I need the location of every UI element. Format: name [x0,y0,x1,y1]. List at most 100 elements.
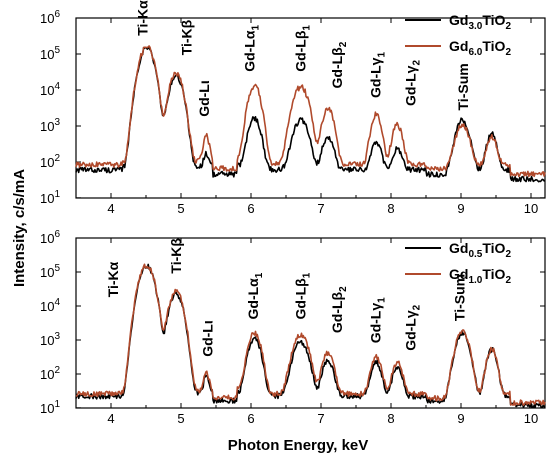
peak-label-text: Gd-L [403,73,419,106]
bottom-panel: 4 5 6 7 8 9 10101102103104105106Gd0.5TiO2Gd1.0… [40,229,546,426]
peak-label-greek: α [134,0,150,9]
y-tick-exponent: 4 [54,81,60,92]
peak-label: Gd-Lβ1 [293,272,313,319]
peak-label: Gd-Lβ2 [329,286,349,333]
peak-label-greek: α [245,278,261,287]
y-tick-base: 10 [40,367,54,382]
peak-label-greek: ι [200,320,216,324]
peak-label-text: Ti-K [179,28,195,55]
peak-label: Gd-Lγ2 [403,60,423,106]
peak-label-subscript: 1 [251,25,262,31]
peak-label-text: Ti-K [105,270,121,297]
y-tick-base: 10 [40,401,54,416]
peak-label-text: Gd-L [293,39,309,72]
y-tick-exponent: 3 [54,117,60,128]
peak-label: Gd-Lβ1 [293,25,313,72]
peak-label-subscript: 1 [302,25,313,31]
x-tick-label: 5 [177,201,184,216]
peak-label-greek: γ [368,303,384,311]
peak-label-subscript: 1 [377,52,388,58]
peak-label-text: Gd-L [245,286,261,319]
legend-text: TiO [482,38,505,54]
peak-label-greek: β [329,291,345,300]
y-tick-label: 105 [40,263,60,280]
legend-text: Gd [449,12,468,28]
legend-subscript: 2 [505,249,511,260]
peak-label-subscript: 2 [338,41,349,47]
peak-label-subscript: 2 [412,60,423,66]
y-tick-base: 10 [40,11,54,26]
legend-subscript: 3.0 [468,21,482,32]
peak-label-subscript: 2 [338,286,349,292]
peak-label-text: Gd-L [403,318,419,351]
y-tick-label: 102 [40,153,60,170]
y-tick-exponent: 6 [54,9,60,20]
peak-label: Ti-Kβ [179,19,195,55]
peak-label: Gd-Lα1 [242,25,262,72]
legend-entry: Gd1.0TiO2 [449,266,511,286]
y-tick-exponent: 2 [54,153,60,164]
y-tick-label: 103 [40,117,60,134]
x-axis-label: Photon Energy, keV [228,437,369,454]
y-tick-label: 106 [40,229,60,246]
y-tick-base: 10 [40,83,54,98]
peak-label: Gd-Lι [196,80,212,117]
y-tick-exponent: 3 [54,331,60,342]
peak-label: Gd-Lγ1 [368,52,388,98]
legend-text: Gd [449,240,468,256]
x-tick-label: 8 [387,411,394,426]
y-tick-base: 10 [40,47,54,62]
series-line [75,45,546,178]
y-tick-label: 106 [40,9,60,26]
series-line [75,263,546,407]
y-tick-base: 10 [40,299,54,314]
x-tick-label: 10 [524,201,538,216]
peak-label-greek: β [329,47,345,56]
y-tick-label: 101 [40,399,60,416]
x-tick-label: 4 [107,201,114,216]
peak-label-greek: γ [368,57,384,65]
y-tick-base: 10 [40,155,54,170]
peak-label-greek: β [293,30,309,39]
peak-label: Gd-Lγ2 [403,304,423,350]
peak-label-subscript: 1 [377,297,388,303]
peak-label-text: Gd-L [329,300,345,333]
legend-entry: Gd3.0TiO2 [449,12,511,32]
y-tick-label: 103 [40,331,60,348]
peak-label-text: Gd-L [242,39,258,72]
peak-label-text: Gd-L [293,286,309,319]
y-tick-exponent: 2 [54,365,60,376]
x-tick-label: 4 [107,411,114,426]
x-tick-label: 7 [317,201,324,216]
legend-text: TiO [482,12,505,28]
y-tick-exponent: 6 [54,229,60,240]
y-tick-label: 101 [40,189,60,206]
legend-text: Gd [449,266,468,282]
peak-label: Ti-Sum [452,274,468,321]
peak-label-greek: α [242,30,258,39]
y-tick-label: 105 [40,45,60,62]
legend-subscript: 6.0 [468,47,482,58]
peak-label-subscript: 1 [302,272,313,278]
y-tick-base: 10 [40,231,54,246]
y-tick-exponent: 5 [54,45,60,56]
y-tick-base: 10 [40,119,54,134]
peak-label-greek: β [168,238,184,247]
peak-label-text: Gd-L [200,324,216,357]
peak-label: Gd-Lι [200,320,216,357]
legend-subscript: 2 [505,21,511,32]
plot-frame [75,17,546,199]
y-tick-label: 102 [40,365,60,382]
peak-label-greek: ι [196,80,212,84]
legend-subscript: 2 [505,275,511,286]
x-tick-label: 6 [247,411,254,426]
peak-label: Ti-Kα [105,261,121,297]
legend-text: TiO [482,240,505,256]
peak-label-text: Gd-L [329,55,345,88]
x-tick-label: 10 [524,411,538,426]
y-tick-exponent: 1 [54,189,60,200]
peak-label-text: Ti-K [168,247,184,274]
legend-subscript: 2 [505,47,511,58]
series-line [75,46,546,183]
